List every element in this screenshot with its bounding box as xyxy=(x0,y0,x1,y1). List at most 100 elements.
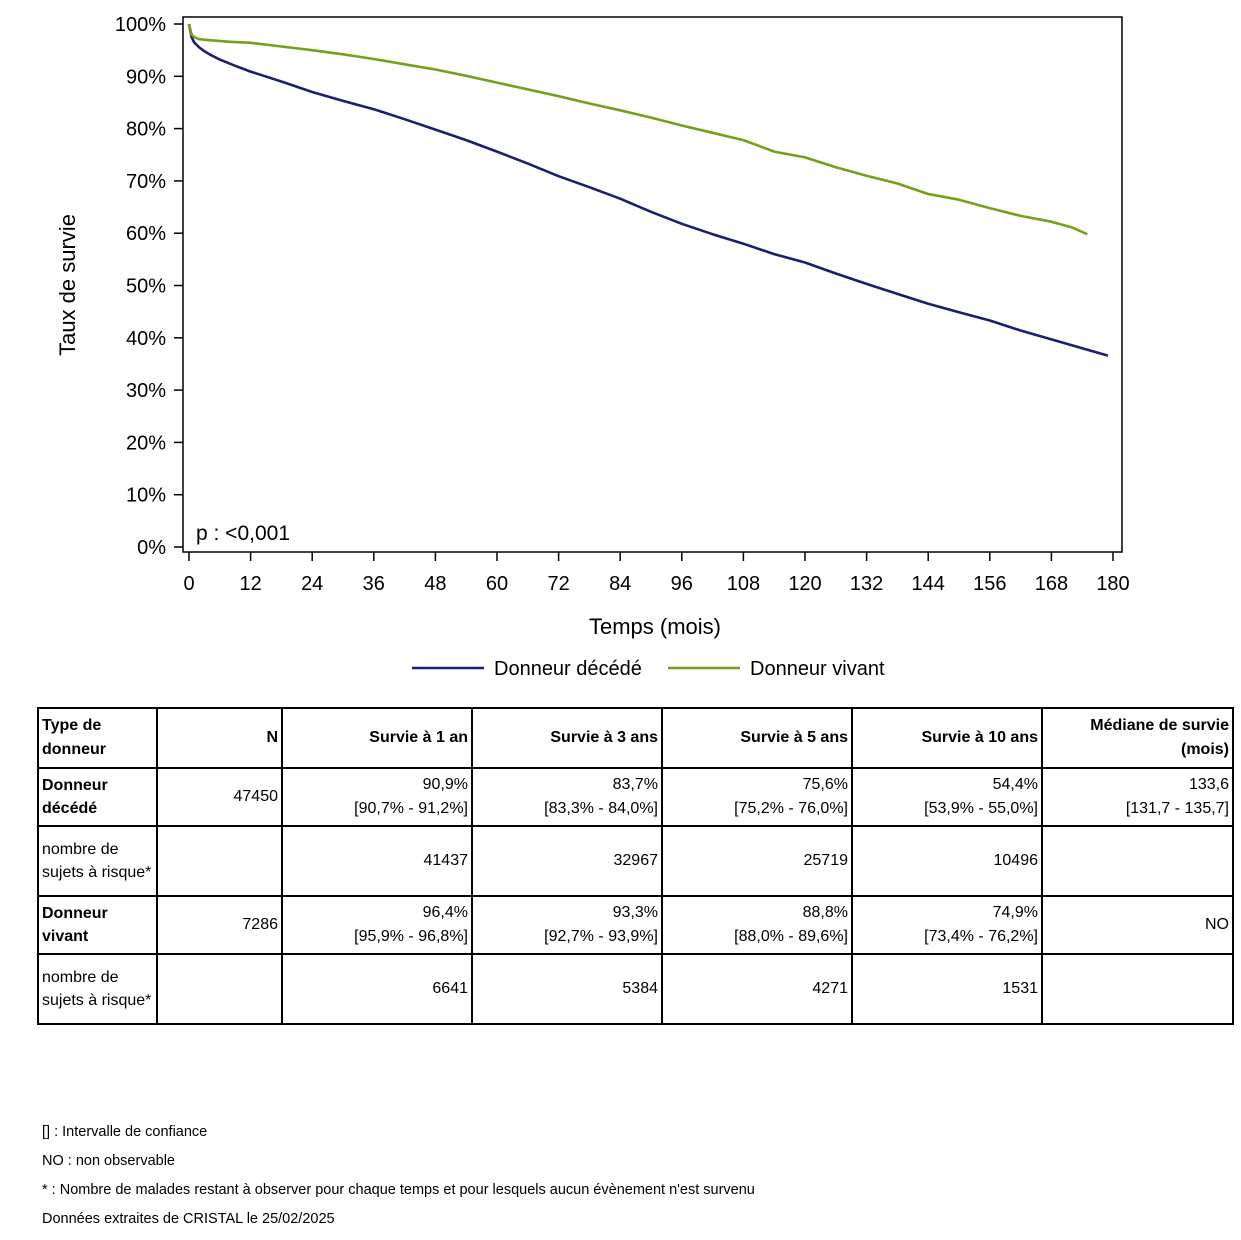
survival-ci: [95,9% - 96,8%] xyxy=(354,928,468,945)
at-risk-label: nombre de sujets à risque* xyxy=(37,953,158,1025)
p-value-annotation: p : <0,001 xyxy=(196,522,290,545)
n-living: 7286 xyxy=(156,895,283,955)
legend: Donneur décédé Donneur vivant xyxy=(412,658,885,680)
plot-frame xyxy=(182,16,1123,553)
survival-table: Type de donneur N Survie à 1 an Survie à… xyxy=(37,707,1234,1025)
x-tick-label: 132 xyxy=(850,573,883,595)
median-cell: NO xyxy=(1041,895,1234,955)
n-deceased: 47450 xyxy=(156,767,283,827)
survival-cell: 54,4% [53,9% - 55,0%] xyxy=(851,767,1043,827)
at-risk-label: nombre de sujets à risque* xyxy=(37,825,158,897)
y-tick-label: 0% xyxy=(137,537,166,559)
survival-value: 83,7% xyxy=(612,776,658,793)
survival-value: 88,8% xyxy=(802,904,848,921)
y-tick-label: 100% xyxy=(115,14,166,36)
survival-ci: [90,7% - 91,2%] xyxy=(354,800,468,817)
x-tick-label: 48 xyxy=(424,573,446,595)
survival-cell: 88,8% [88,0% - 89,6%] xyxy=(661,895,853,955)
median-value: 133,6 xyxy=(1188,776,1229,793)
table-row-living: Donneur vivant 7286 96,4% [95,9% - 96,8%]… xyxy=(37,895,1234,955)
y-tick-label: 30% xyxy=(126,380,166,402)
x-tick-label: 0 xyxy=(183,573,194,595)
table-row-at-risk-living: nombre de sujets à risque* 6641 5384 427… xyxy=(37,953,1234,1025)
y-tick-label: 10% xyxy=(126,485,166,507)
at-risk-value: 41437 xyxy=(281,825,473,897)
survival-ci: [88,0% - 89,6%] xyxy=(734,928,848,945)
x-tick-label: 24 xyxy=(301,573,323,595)
survival-cell: 83,7% [83,3% - 84,0%] xyxy=(471,767,663,827)
footnote: Données extraites de CRISTAL le 25/02/20… xyxy=(42,1211,335,1227)
y-tick-label: 50% xyxy=(126,276,166,298)
survival-value: 93,3% xyxy=(612,904,658,921)
row-label-deceased: Donneur décédé xyxy=(37,767,158,827)
survival-value: 90,9% xyxy=(422,776,468,793)
survival-cell: 75,6% [75,2% - 76,0%] xyxy=(661,767,853,827)
x-tick-label: 156 xyxy=(973,573,1006,595)
legend-label: Donneur vivant xyxy=(750,658,885,680)
footnotes: [] : Intervalle de confiance NO : non ob… xyxy=(42,1118,755,1234)
y-tick-label: 80% xyxy=(126,119,166,141)
y-tick-label: 20% xyxy=(126,432,166,454)
survival-cell: 93,3% [92,7% - 93,9%] xyxy=(471,895,663,955)
table-row-deceased: Donneur décédé 47450 90,9% [90,7% - 91,2%… xyxy=(37,767,1234,827)
median-ci: [131,7 - 135,7] xyxy=(1125,800,1229,817)
empty-cell xyxy=(156,953,283,1025)
header-survival-3y: Survie à 3 ans xyxy=(471,707,663,769)
x-tick-label: 60 xyxy=(486,573,508,595)
survival-ci: [53,9% - 55,0%] xyxy=(924,800,1038,817)
x-tick-label: 168 xyxy=(1035,573,1068,595)
y-tick-label: 60% xyxy=(126,223,166,245)
survival-cell: 74,9% [73,4% - 76,2%] xyxy=(851,895,1043,955)
at-risk-value: 1531 xyxy=(851,953,1043,1025)
median-cell: 133,6 [131,7 - 135,7] xyxy=(1041,767,1234,827)
survival-value: 75,6% xyxy=(802,776,848,793)
x-tick-label: 144 xyxy=(912,573,945,595)
series-line-living-donor xyxy=(187,23,1088,236)
header-type: Type de donneur xyxy=(37,707,158,769)
y-tick-label: 40% xyxy=(126,328,166,350)
header-survival-10y: Survie à 10 ans xyxy=(851,707,1043,769)
series-lines xyxy=(187,23,1109,357)
empty-cell xyxy=(1041,825,1234,897)
empty-cell xyxy=(1041,953,1234,1025)
at-risk-value: 6641 xyxy=(281,953,473,1025)
at-risk-value: 32967 xyxy=(471,825,663,897)
header-survival-1y: Survie à 1 an xyxy=(281,707,473,769)
survival-value: 54,4% xyxy=(992,776,1038,793)
x-tick-label: 36 xyxy=(363,573,385,595)
x-tick-label: 12 xyxy=(239,573,261,595)
survival-chart: 0% 10% 20% 30% 40% 50% 60% 70% 80% 90% 100% 0 12 24 3… xyxy=(55,14,1130,680)
survival-cell: 96,4% [95,9% - 96,8%] xyxy=(281,895,473,955)
header-median: Médiane de survie (mois) xyxy=(1041,707,1234,769)
at-risk-value: 10496 xyxy=(851,825,1043,897)
median-value: NO xyxy=(1205,916,1229,933)
header-survival-5y: Survie à 5 ans xyxy=(661,707,853,769)
y-axis: 0% 10% 20% 30% 40% 50% 60% 70% 80% 90% 100% xyxy=(115,14,183,559)
survival-value: 96,4% xyxy=(422,904,468,921)
y-axis-title: Taux de survie xyxy=(55,214,80,356)
y-tick-label: 70% xyxy=(126,171,166,193)
x-tick-label: 96 xyxy=(671,573,693,595)
at-risk-value: 5384 xyxy=(471,953,663,1025)
x-axis: 0 12 24 36 48 60 72 84 96 108 120 132 144 156 168 180 xyxy=(183,552,1130,595)
y-tick-label: 90% xyxy=(126,66,166,88)
empty-cell xyxy=(156,825,283,897)
survival-value: 74,9% xyxy=(992,904,1038,921)
legend-label: Donneur décédé xyxy=(494,658,642,680)
x-tick-label: 120 xyxy=(788,573,821,595)
x-tick-label: 180 xyxy=(1096,573,1129,595)
footnote: * : Nombre de malades restant à observer… xyxy=(42,1182,755,1198)
table-row-at-risk-deceased: nombre de sujets à risque* 41437 32967 2… xyxy=(37,825,1234,897)
survival-cell: 90,9% [90,7% - 91,2%] xyxy=(281,767,473,827)
footnote: [] : Intervalle de confiance xyxy=(42,1124,208,1140)
footnote: NO : non observable xyxy=(42,1153,175,1169)
x-tick-label: 84 xyxy=(609,573,631,595)
table-header-row: Type de donneur N Survie à 1 an Survie à… xyxy=(37,707,1234,769)
x-axis-title: Temps (mois) xyxy=(589,614,721,639)
header-n: N xyxy=(156,707,283,769)
survival-ci: [83,3% - 84,0%] xyxy=(544,800,658,817)
survival-ci: [73,4% - 76,2%] xyxy=(924,928,1038,945)
series-line-deceased-donor xyxy=(187,23,1109,357)
survival-ci: [92,7% - 93,9%] xyxy=(544,928,658,945)
at-risk-value: 25719 xyxy=(661,825,853,897)
